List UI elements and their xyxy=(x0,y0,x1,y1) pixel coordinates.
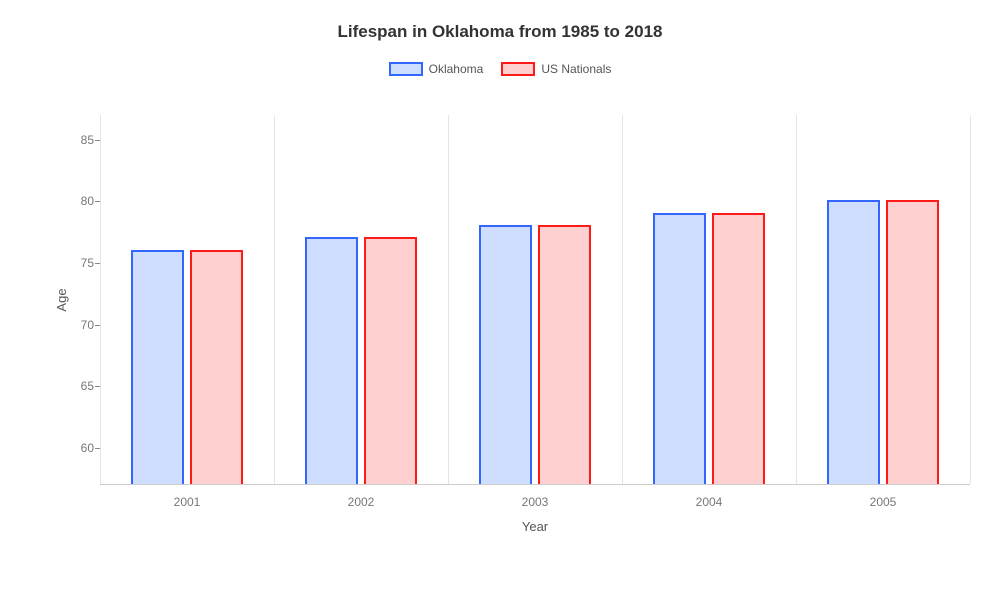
y-tick-mark xyxy=(95,448,100,449)
y-tick-mark xyxy=(95,386,100,387)
bar xyxy=(479,225,532,484)
y-tick-mark xyxy=(95,201,100,202)
bar xyxy=(131,250,184,484)
chart-title: Lifespan in Oklahoma from 1985 to 2018 xyxy=(0,0,1000,42)
y-tick-label: 70 xyxy=(60,318,94,332)
grid-line xyxy=(274,115,275,484)
x-tick-label: 2005 xyxy=(870,495,897,509)
grid-line xyxy=(622,115,623,484)
bar xyxy=(305,237,358,484)
grid-line xyxy=(970,115,971,484)
y-tick-label: 65 xyxy=(60,379,94,393)
grid-line xyxy=(448,115,449,484)
y-tick-label: 60 xyxy=(60,441,94,455)
y-tick-label: 75 xyxy=(60,256,94,270)
y-tick-mark xyxy=(95,140,100,141)
legend: Oklahoma US Nationals xyxy=(0,62,1000,76)
plot-area xyxy=(100,115,970,485)
x-tick-label: 2001 xyxy=(174,495,201,509)
grid-line xyxy=(796,115,797,484)
legend-swatch xyxy=(389,62,423,76)
x-tick-label: 2004 xyxy=(696,495,723,509)
plot-wrapper: Age Year 6065707580852001200220032004200… xyxy=(60,105,980,525)
bar xyxy=(712,213,765,484)
bar xyxy=(653,213,706,484)
y-tick-label: 80 xyxy=(60,194,94,208)
y-tick-mark xyxy=(95,325,100,326)
bar xyxy=(538,225,591,484)
y-tick-label: 85 xyxy=(60,133,94,147)
bar xyxy=(827,200,880,484)
y-axis-title: Age xyxy=(54,288,69,311)
bar xyxy=(364,237,417,484)
bar xyxy=(190,250,243,484)
legend-label: US Nationals xyxy=(541,62,611,76)
legend-label: Oklahoma xyxy=(429,62,484,76)
legend-item: Oklahoma xyxy=(389,62,484,76)
x-tick-label: 2003 xyxy=(522,495,549,509)
y-tick-mark xyxy=(95,263,100,264)
legend-item: US Nationals xyxy=(501,62,611,76)
x-tick-label: 2002 xyxy=(348,495,375,509)
x-axis-title: Year xyxy=(522,519,548,534)
legend-swatch xyxy=(501,62,535,76)
grid-line xyxy=(100,115,101,484)
bar xyxy=(886,200,939,484)
